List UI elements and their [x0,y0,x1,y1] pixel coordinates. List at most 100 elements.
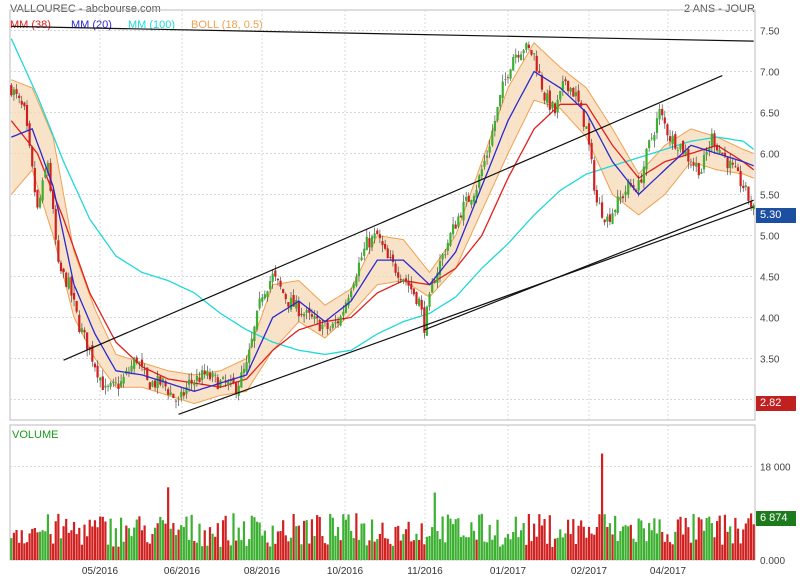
candle-body [653,135,656,141]
volume-bar [164,523,167,560]
candle-body [551,101,554,109]
volume-bar [449,518,452,560]
trend-line [424,199,754,331]
candle-body [49,162,52,191]
volume-bar [323,543,327,560]
volume-bar [344,519,348,560]
candle-body [747,186,750,201]
candle-body [577,90,580,102]
volume-bar [72,521,76,560]
volume-bar [363,523,366,560]
price-panel-frame [9,9,756,421]
volume-bar [49,534,52,560]
candle-body [122,376,125,384]
volume-bar [577,525,580,560]
volume-bar [373,541,376,560]
volume-bar [59,538,63,560]
candle-body [62,268,65,273]
volume-bar [112,546,115,560]
volume-bar [718,515,721,560]
candle-body [655,118,659,133]
volume-bar [282,520,285,560]
volume-bar [146,542,149,560]
volume-bar [708,516,711,560]
candle-body [663,117,666,124]
candle-body [151,381,154,387]
candle-body [15,89,18,94]
volume-bar [305,520,308,560]
volume-bar [193,540,196,560]
volume-bar [459,537,463,560]
volume-bar [527,514,530,560]
volume-bar [561,537,564,560]
volume-bar [75,534,78,560]
volume-bar [190,514,193,560]
candle-body [412,288,415,295]
volume-bar [232,513,235,560]
volume-bar [438,539,442,560]
candle-body [397,272,400,278]
volume-bar [109,518,112,560]
candle-body [336,321,340,324]
x-tick-label: 11/2016 [407,566,443,577]
candle-body [600,202,604,218]
volume-bar [20,530,23,560]
candle-body [211,373,214,378]
volume-bar [608,523,612,560]
candle-body [574,92,578,97]
candle-body [386,248,389,259]
candle-body [282,289,285,293]
volume-bar [402,534,405,560]
volume-bar [697,517,700,560]
mm100-line [10,38,755,356]
volume-bar [347,514,350,560]
candle-body [133,358,136,369]
volume-bar [475,539,478,560]
volume-bar [595,527,598,560]
candle-body [143,369,146,371]
candle-body [156,375,159,389]
price-y-tick-label: 6.00 [760,150,780,161]
volume-bar [410,541,413,560]
volume-bar [159,516,162,560]
volume-bar [397,525,400,560]
candle-body [493,120,497,132]
volume-bar [729,526,732,560]
candle-body [287,302,290,307]
volume-bar [721,544,724,560]
volume-bar [593,534,596,560]
candle-body [193,382,196,386]
candle-body [621,196,625,199]
candle-body [221,377,225,379]
volume-bar [485,542,489,560]
candle-body [425,306,429,336]
candle-body [67,277,70,289]
candle-body [365,236,368,251]
volume-bar [334,535,337,560]
volume-bar [300,544,303,560]
candle-body [83,330,86,333]
candle-body [491,130,494,146]
x-tick-label: 02/2017 [571,566,608,577]
volume-bar [509,539,512,560]
volume-bar [684,517,687,560]
volume-bar [240,540,243,560]
volume-bar [642,528,646,560]
volume-bar [514,516,517,560]
candle-body [543,92,546,101]
volume-bar [106,544,110,560]
candle-body [546,93,549,103]
volume-bar [543,519,546,560]
candle-body [566,80,570,91]
candle-body [459,215,463,218]
candle-body [404,278,408,282]
candle-body [329,329,332,331]
volume-bar [525,544,528,560]
candle-body [99,377,102,381]
candle-body [59,262,63,272]
volume-bar [467,537,470,560]
candle-body [569,88,572,92]
volume-bar [504,537,507,560]
volume-bar [417,539,421,560]
volume-bar [355,513,358,560]
